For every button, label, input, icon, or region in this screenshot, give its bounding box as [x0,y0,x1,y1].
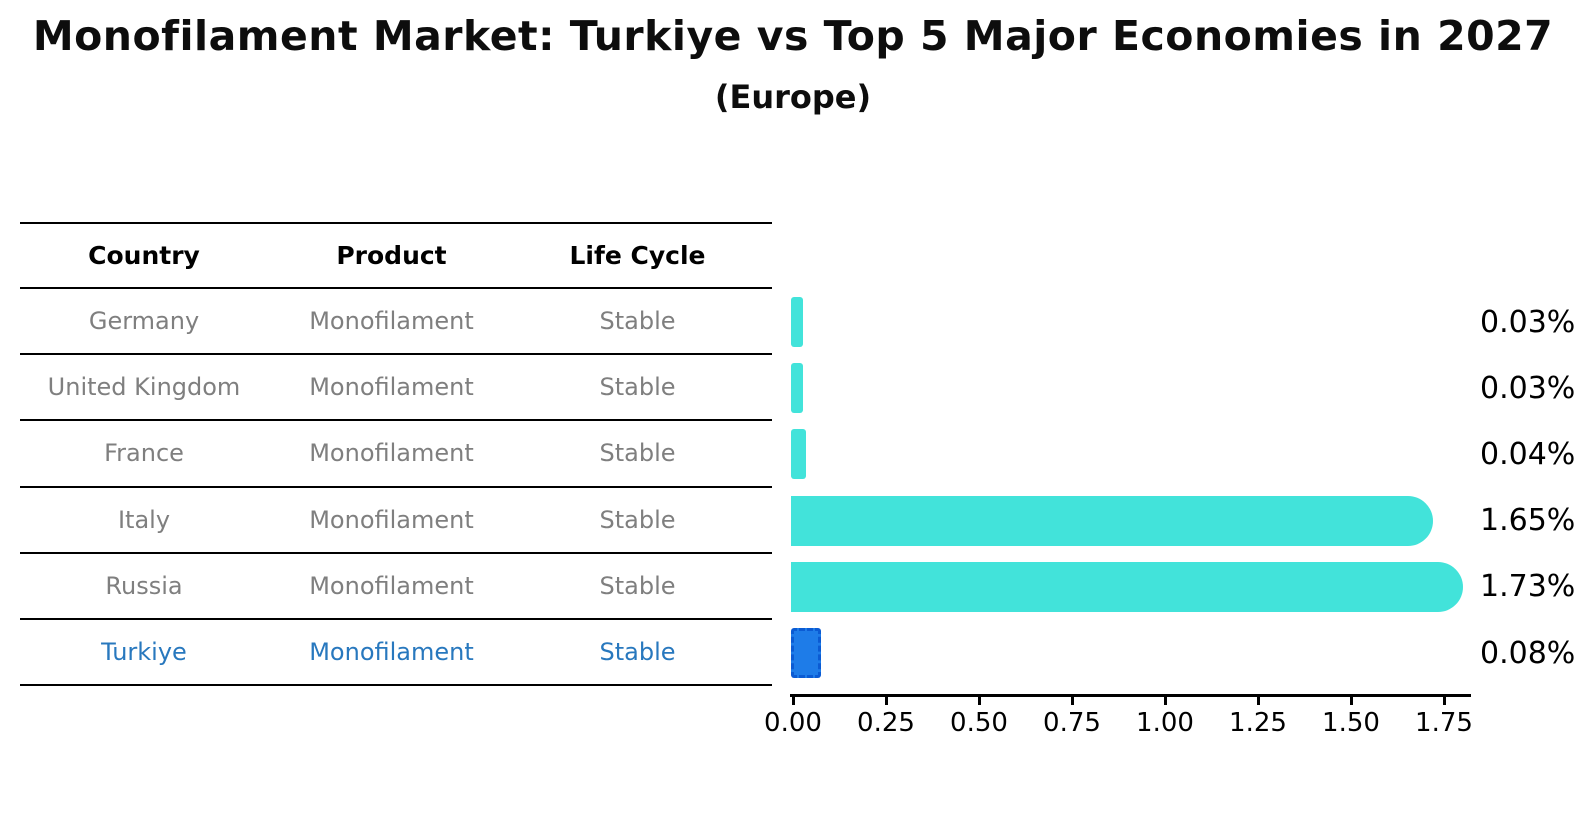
cell-life-cycle: Stable [599,505,676,534]
table-row: Russia Monofilament Stable [20,554,772,620]
x-axis-tick-label: 1.00 [1136,708,1194,738]
cell-country: Russia [105,571,183,600]
x-axis [790,694,1471,697]
table-row: United Kingdom Monofilament Stable [20,355,772,422]
column-header-life-cycle: Life Cycle [569,241,706,270]
x-axis-tick-label: 0.00 [764,708,822,738]
bar-highlight-turkiye [791,627,821,678]
cell-life-cycle: Stable [599,307,676,336]
x-axis-tick-label: 0.25 [857,708,915,738]
x-axis-tick [792,694,795,705]
column-header-product: Product [336,241,447,270]
cell-life-cycle: Stable [599,439,676,468]
cell-product: Monofilament [309,505,474,534]
x-axis-tick [978,694,981,705]
value-label: 0.04% [1480,436,1576,472]
cell-product: Monofilament [309,307,474,336]
cell-product: Monofilament [309,373,474,402]
bar [791,429,806,480]
chart-title: Monofilament Market: Turkiye vs Top 5 Ma… [32,12,1554,60]
x-axis-tick-label: 1.25 [1229,708,1287,738]
cell-life-cycle: Stable [599,373,676,402]
table-row: Germany Monofilament Stable [20,289,772,356]
bar [791,495,1433,546]
value-labels: 0.03% 0.03% 0.04% 1.65% 1.73% 0.08% [1480,289,1575,686]
value-label: 0.08% [1480,635,1576,671]
bar [791,297,803,347]
cell-country: Germany [88,307,200,336]
x-axis-tick [885,694,888,705]
value-label: 0.03% [1480,370,1576,406]
bar [791,561,1463,612]
value-label: 0.03% [1480,304,1576,340]
x-axis-tick-label: 1.75 [1415,708,1473,738]
chart-subtitle: (Europe) [714,78,872,116]
x-axis-tick-label: 0.75 [1043,708,1101,738]
table-row-highlight-turkiye: Turkiye Monofilament Stable [20,620,772,687]
x-axis-tick-label: 1.50 [1322,708,1380,738]
x-axis-tick [1164,694,1167,705]
cell-life-cycle: Stable [599,571,676,600]
cell-product: Monofilament [309,571,474,600]
cell-country: France [104,439,184,468]
column-header-country: Country [88,241,200,270]
cell-country: Italy [117,505,171,534]
value-label: 1.73% [1480,569,1576,605]
table-row: France Monofilament Stable [20,421,772,488]
cell-life-cycle: Stable [599,638,676,667]
table-header-row: Country Product Life Cycle [20,222,772,289]
x-axis-tick [1257,694,1260,705]
x-axis-tick [1350,694,1353,705]
table-row: Italy Monofilament Stable [20,488,772,554]
data-table: Country Product Life Cycle Germany Monof… [20,222,772,687]
cell-product: Monofilament [309,439,474,468]
cell-product: Monofilament [309,638,474,667]
x-axis-tick-label: 0.50 [950,708,1008,738]
x-axis-tick [1443,694,1446,705]
cell-country: Turkiye [101,638,187,667]
cell-country: United Kingdom [47,373,241,402]
value-label: 1.65% [1480,503,1576,539]
x-axis-tick [1071,694,1074,705]
bar [791,363,803,414]
